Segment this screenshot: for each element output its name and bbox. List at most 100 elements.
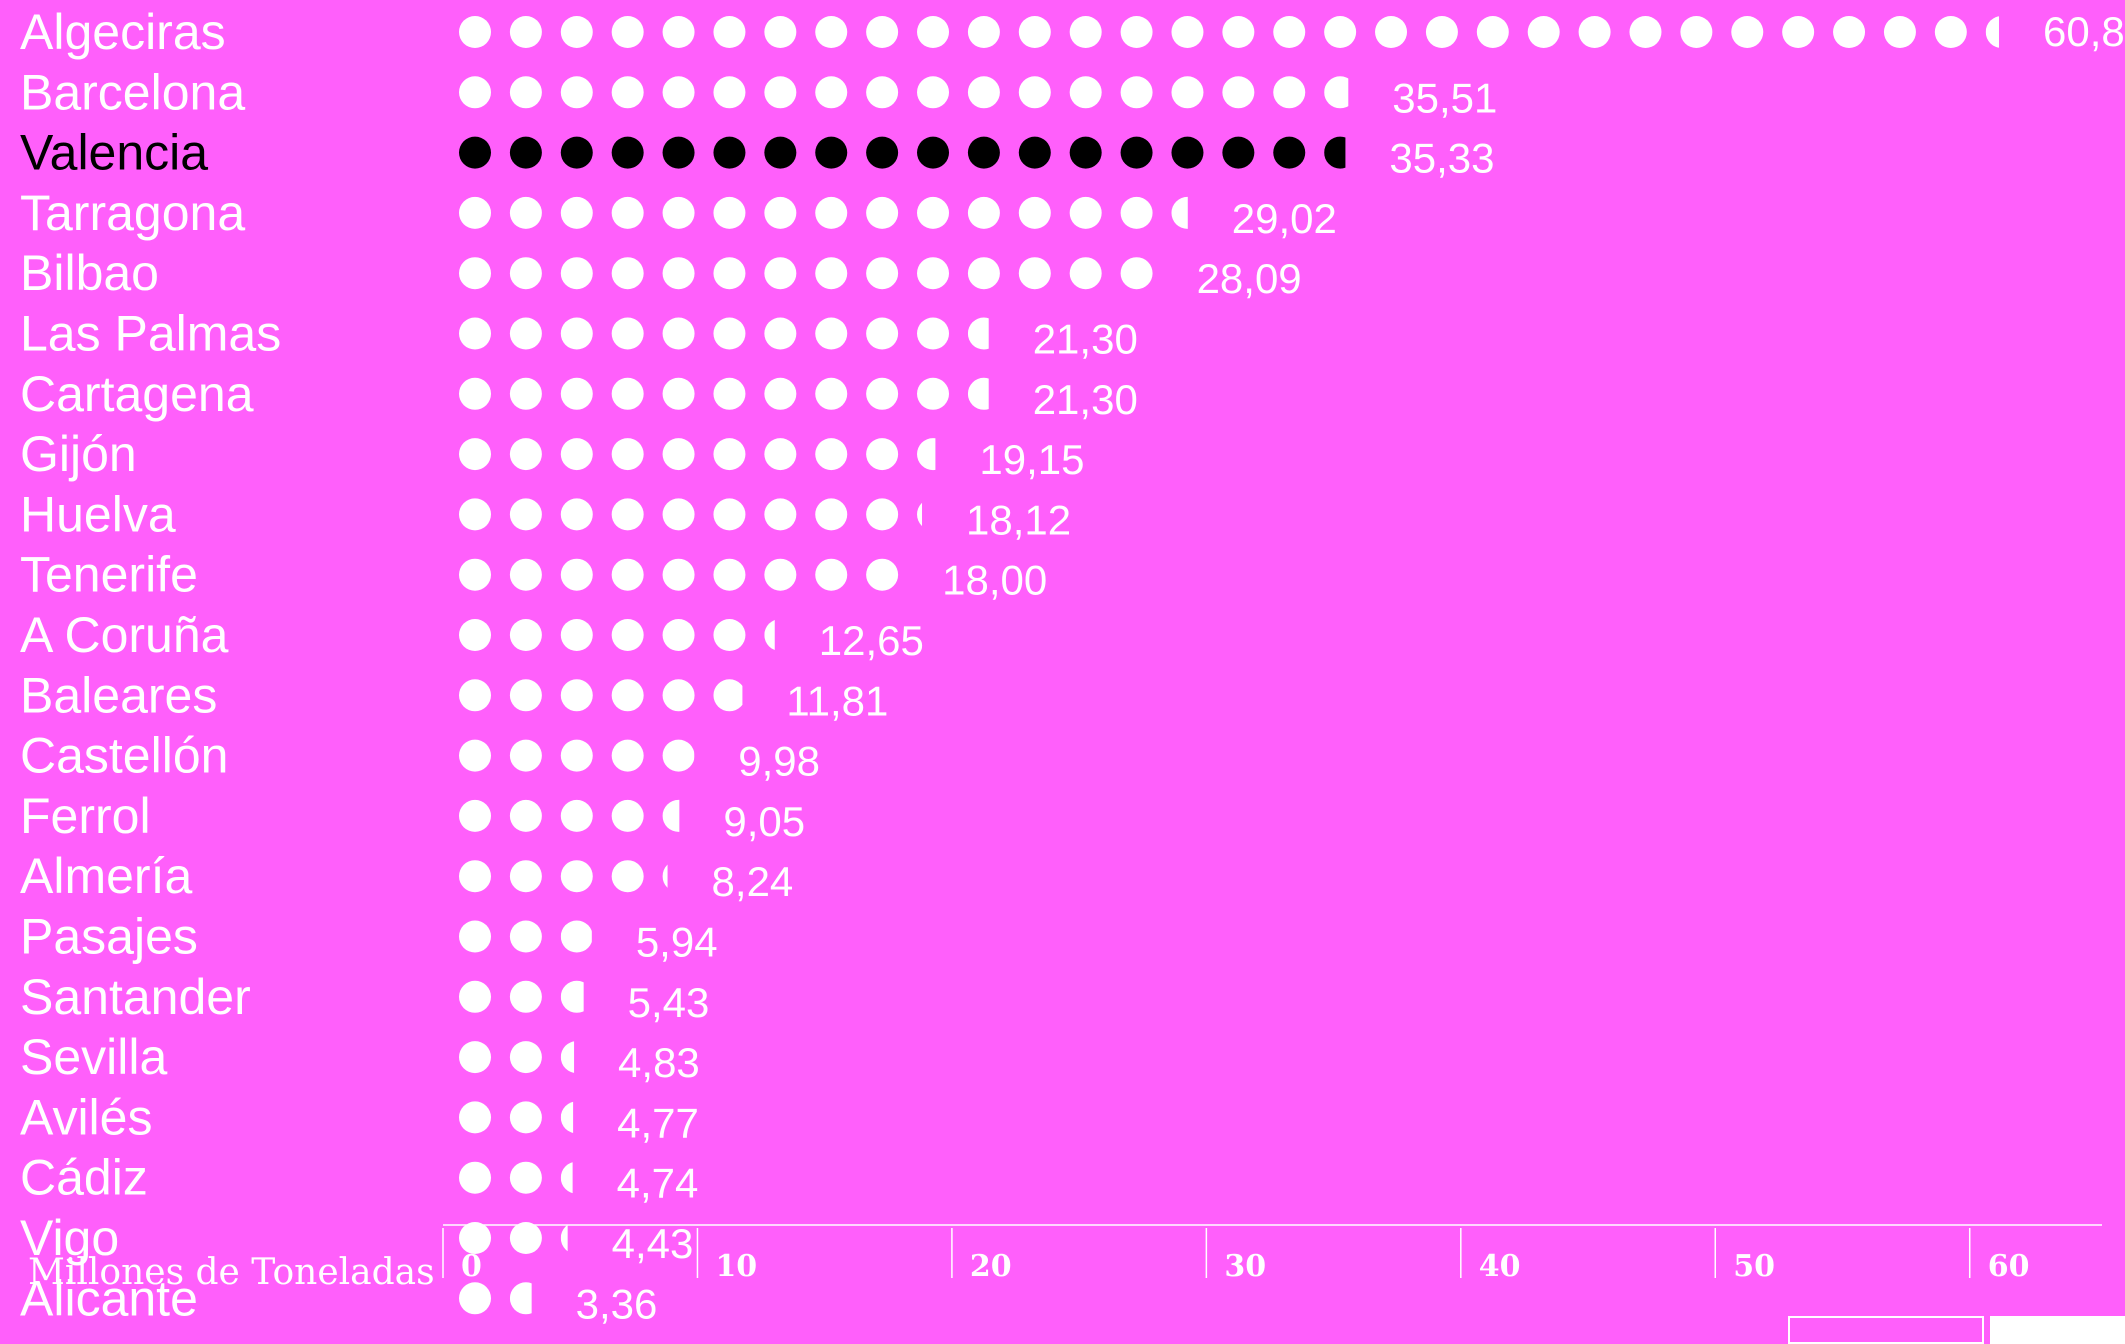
data-dot <box>459 1101 491 1134</box>
data-dot <box>815 136 848 169</box>
data-dot <box>1273 16 1306 48</box>
partial-dot <box>560 1101 574 1133</box>
data-dot <box>611 257 644 290</box>
data-dot <box>509 498 542 531</box>
data-dot <box>459 76 491 109</box>
category-label: Barcelona <box>20 64 245 120</box>
data-dot <box>459 799 491 832</box>
partial-dot <box>917 502 923 527</box>
category-label: A Coruña <box>20 607 229 663</box>
data-dot <box>611 799 644 832</box>
data-dot <box>560 76 593 109</box>
data-dot <box>1018 136 1051 169</box>
data-dot <box>662 498 695 531</box>
data-dot <box>815 498 848 531</box>
data-dot <box>459 558 491 591</box>
data-dot <box>509 980 542 1013</box>
bar-row: Alicante 3,36 <box>20 1270 657 1327</box>
data-dot <box>866 558 899 591</box>
value-label: 29,02 <box>1232 195 1337 242</box>
data-dot <box>764 76 797 109</box>
bar-row: Pasajes 5,94 <box>20 909 718 966</box>
data-dot <box>967 16 1000 48</box>
data-dot <box>662 317 695 350</box>
category-label: Pasajes <box>20 909 198 965</box>
data-dot <box>917 377 950 410</box>
data-dot <box>866 136 899 169</box>
partial-dot <box>917 438 936 471</box>
data-dot <box>1018 196 1051 229</box>
data-dot <box>560 377 593 410</box>
category-label: Avilés <box>20 1089 152 1145</box>
data-dot <box>662 558 695 591</box>
data-dot <box>815 196 848 229</box>
data-dot <box>560 196 593 229</box>
data-dot <box>713 498 746 531</box>
value-label: 4,83 <box>618 1039 700 1086</box>
value-label: 3,36 <box>576 1280 658 1327</box>
data-dot <box>662 16 695 48</box>
data-dot <box>1680 16 1713 48</box>
value-label: 12,65 <box>819 617 924 664</box>
data-dot <box>459 980 491 1013</box>
data-dot <box>1069 196 1102 229</box>
category-label: Ferrol <box>20 788 151 844</box>
data-dot <box>662 438 695 471</box>
data-dot <box>459 1222 491 1254</box>
bar-row: Algeciras 60,83 <box>20 4 2125 60</box>
data-dot <box>815 257 848 290</box>
data-dot <box>1476 16 1509 48</box>
value-label: 35,33 <box>1389 135 1494 182</box>
data-dot <box>815 16 848 48</box>
data-dot <box>1069 16 1102 48</box>
data-dot <box>509 76 542 109</box>
data-dot <box>1629 16 1662 48</box>
data-dot <box>917 76 950 109</box>
data-dot <box>764 558 797 591</box>
data-dot <box>1425 16 1458 48</box>
data-dot <box>764 16 797 48</box>
data-dot <box>560 679 593 712</box>
data-dot <box>509 558 542 591</box>
data-dot <box>866 498 899 531</box>
bar-row: Sevilla 4,83 <box>20 1029 700 1086</box>
bar-row: Cádiz 4,74 <box>20 1150 698 1207</box>
data-dot <box>1222 76 1255 109</box>
data-dot <box>917 16 950 48</box>
category-label: Santander <box>20 969 251 1025</box>
data-dot <box>866 317 899 350</box>
value-label: 4,43 <box>612 1220 694 1267</box>
data-dot <box>560 136 593 169</box>
bar-row: Valencia 35,33 <box>20 125 1495 182</box>
data-dot <box>713 619 746 651</box>
data-dot <box>1018 257 1051 290</box>
category-label: Valencia <box>20 125 208 181</box>
data-dot <box>509 1041 542 1074</box>
data-dot <box>509 679 542 712</box>
data-dot <box>1069 136 1102 169</box>
data-dot <box>611 136 644 169</box>
data-dot <box>764 317 797 350</box>
partial-dot <box>1171 196 1188 229</box>
data-dot <box>459 920 491 953</box>
category-label: Baleares <box>20 667 217 723</box>
bar-row: Tarragona 29,02 <box>20 185 1337 242</box>
data-dot <box>611 317 644 350</box>
data-dot <box>560 498 593 531</box>
data-dot <box>713 438 746 471</box>
partial-dot <box>1985 16 1999 48</box>
data-dot <box>764 257 797 290</box>
data-dot <box>866 257 899 290</box>
partial-dot <box>662 864 668 888</box>
x-tick-label: 60 <box>1988 1249 2030 1284</box>
data-dot <box>459 196 491 229</box>
data-dot <box>1018 76 1051 109</box>
data-dot <box>459 438 491 471</box>
x-tick-label: 20 <box>970 1249 1012 1284</box>
data-dot <box>459 860 491 893</box>
data-dot <box>764 196 797 229</box>
data-dot <box>713 377 746 410</box>
partial-dot <box>560 1041 575 1073</box>
data-dot <box>459 619 491 651</box>
data-dot <box>509 136 542 169</box>
